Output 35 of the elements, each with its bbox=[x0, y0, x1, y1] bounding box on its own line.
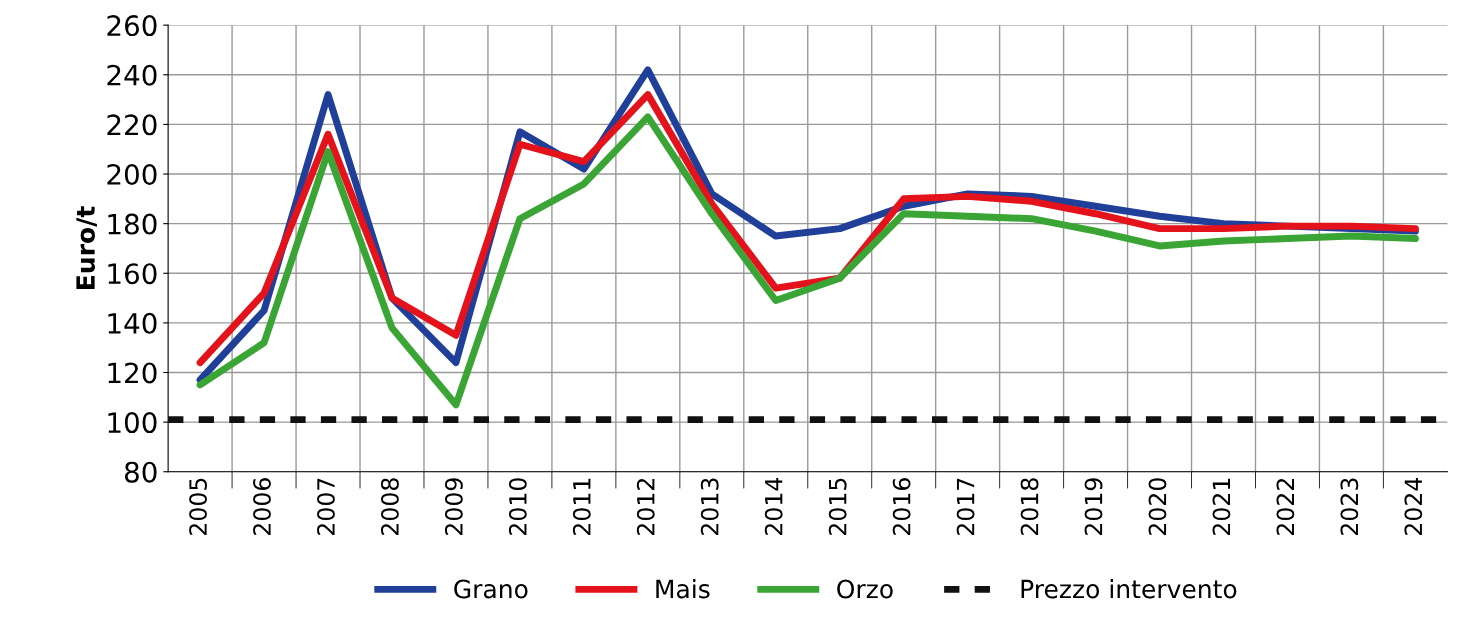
y-tick-label: 220 bbox=[107, 114, 157, 136]
x-tick-label: 2022 bbox=[1276, 478, 1295, 535]
x-tick-label: 2016 bbox=[892, 478, 911, 535]
y-tick-label: 140 bbox=[108, 312, 157, 334]
x-tick-label: 2009 bbox=[444, 478, 463, 535]
x-tick-label: 2014 bbox=[764, 477, 783, 535]
y-tick-label: 240 bbox=[107, 64, 157, 86]
y-tick-label: 120 bbox=[108, 362, 157, 384]
y-tick-label: 80 bbox=[124, 461, 157, 483]
legend-label: Grano bbox=[454, 579, 528, 599]
y-tick-label: 160 bbox=[108, 263, 157, 285]
x-tick-label: 2008 bbox=[380, 478, 399, 535]
x-tick-label: 2011 bbox=[572, 478, 591, 535]
x-tick-label: 2021 bbox=[1212, 478, 1231, 535]
x-tick-label: 2010 bbox=[508, 478, 527, 535]
legend-label: Orzo bbox=[837, 579, 893, 599]
x-tick-label: 2018 bbox=[1020, 478, 1039, 535]
x-tick-label: 2017 bbox=[956, 478, 975, 535]
legend-label: Prezzo intervento bbox=[1021, 579, 1237, 599]
x-tick-label: 2024 bbox=[1404, 477, 1423, 535]
y-tick-label: 180 bbox=[108, 213, 157, 235]
y-axis-title: Euro/t bbox=[76, 206, 97, 289]
x-tick-label: 2015 bbox=[828, 478, 847, 535]
x-tick-label: 2019 bbox=[1084, 478, 1103, 535]
x-tick-label: 2023 bbox=[1340, 478, 1359, 535]
legend-label: Mais bbox=[656, 579, 710, 599]
x-tick-label: 2013 bbox=[700, 478, 719, 535]
y-tick-label: 100 bbox=[108, 412, 157, 434]
y-tick-label: 260 bbox=[107, 15, 157, 37]
x-tick-label: 2005 bbox=[189, 478, 207, 535]
x-tick-label: 2020 bbox=[1148, 478, 1167, 535]
x-tick-label: 2006 bbox=[253, 478, 271, 535]
x-tick-label: 2012 bbox=[636, 478, 655, 535]
x-tick-label: 2007 bbox=[317, 478, 335, 535]
y-tick-label: 200 bbox=[107, 163, 157, 185]
